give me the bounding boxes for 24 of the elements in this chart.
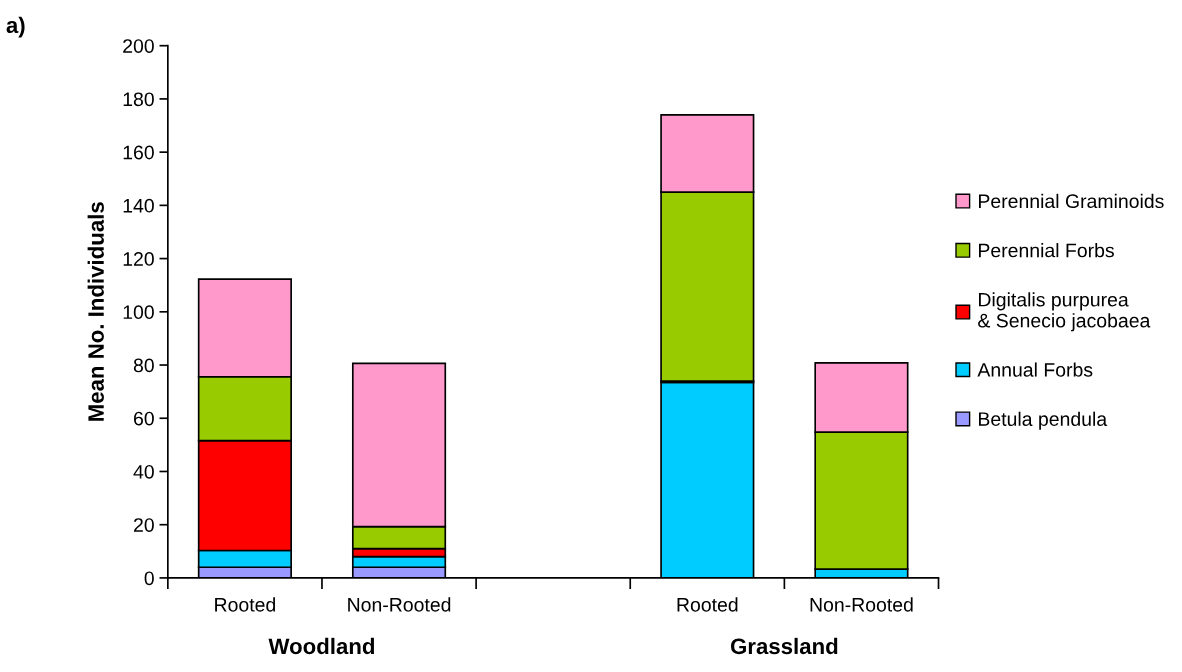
- y-tick-label: 140: [123, 198, 154, 213]
- x-tick-label: Non-Rooted: [810, 597, 913, 612]
- x-tick-label: Rooted: [215, 597, 276, 612]
- legend-label: Betula pendula: [978, 411, 1108, 430]
- y-tick-label: 40: [133, 464, 154, 479]
- y-tick-label: 20: [134, 518, 154, 532]
- legend-label: Annual Forbs: [977, 362, 1093, 377]
- legend-label: Perennial Graminoids: [978, 193, 1164, 209]
- y-tick-label: 0: [144, 571, 154, 586]
- y-tick-label: 60: [134, 411, 154, 426]
- y-tick-label: 80: [133, 358, 154, 373]
- y-tick-label: 100: [123, 305, 154, 320]
- legend-label: Digitalis purpurea & Senecio jacobaea: [978, 292, 1151, 332]
- text: a): [6, 16, 25, 38]
- y-tick-label: 180: [123, 92, 154, 107]
- x-tick-label: Rooted: [677, 597, 738, 612]
- text: Woodland: [268, 637, 375, 655]
- legend-label: Perennial Forbs: [978, 243, 1114, 258]
- y-tick-label: 200: [123, 39, 154, 53]
- y-tick-label: 120: [123, 252, 154, 266]
- text: Grassland: [730, 637, 838, 655]
- y-axis-title: Mean No. Individuals: [87, 202, 104, 421]
- y-tick-label: 160: [123, 145, 154, 160]
- x-tick-label: Non-Rooted: [348, 597, 451, 612]
